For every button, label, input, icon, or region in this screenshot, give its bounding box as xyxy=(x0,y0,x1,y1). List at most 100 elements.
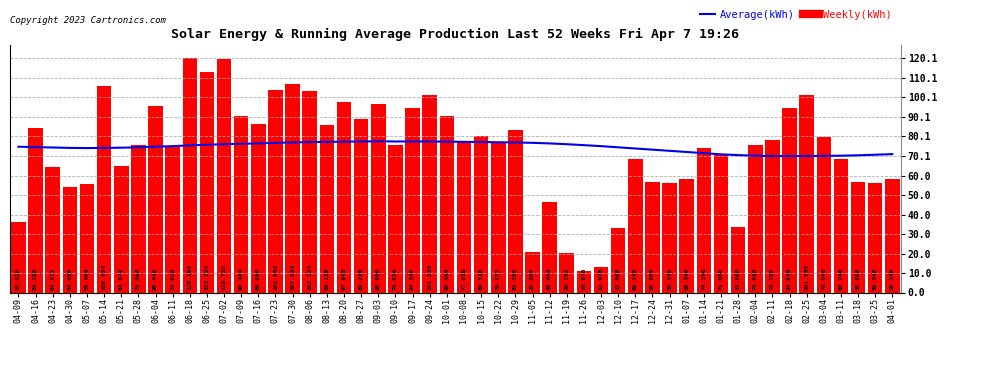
Text: 75.640: 75.640 xyxy=(752,267,757,290)
Text: 58.346: 58.346 xyxy=(684,267,689,290)
Bar xyxy=(456,141,471,292)
Text: 77.636: 77.636 xyxy=(461,267,466,290)
Text: 35.920: 35.920 xyxy=(16,267,21,290)
Bar xyxy=(526,252,540,292)
Text: 46.464: 46.464 xyxy=(547,267,552,290)
Bar xyxy=(11,222,26,292)
Bar xyxy=(251,124,265,292)
Text: 33.800: 33.800 xyxy=(736,267,741,290)
Bar xyxy=(611,228,626,292)
Text: 56.348: 56.348 xyxy=(667,267,672,290)
Text: 56.348: 56.348 xyxy=(873,267,878,290)
Bar xyxy=(200,72,214,292)
Bar xyxy=(782,108,797,292)
Text: 80.516: 80.516 xyxy=(478,267,483,290)
Bar xyxy=(268,90,283,292)
Title: Solar Energy & Running Average Production Last 52 Weeks Fri Apr 7 19:26: Solar Energy & Running Average Productio… xyxy=(171,28,740,41)
Bar xyxy=(337,102,351,292)
Bar xyxy=(714,154,729,292)
Bar xyxy=(353,118,368,292)
Text: 58.346: 58.346 xyxy=(890,267,895,290)
Text: 94.540: 94.540 xyxy=(410,267,415,290)
Text: 74.100: 74.100 xyxy=(701,267,706,290)
Text: 64.672: 64.672 xyxy=(119,267,124,290)
Bar xyxy=(148,106,162,292)
Bar xyxy=(662,183,677,292)
Bar xyxy=(165,147,180,292)
Text: 33.008: 33.008 xyxy=(616,267,621,290)
Bar xyxy=(114,166,129,292)
Bar xyxy=(748,145,762,292)
Bar xyxy=(697,148,711,292)
Text: 76.572: 76.572 xyxy=(496,267,501,290)
Bar xyxy=(371,104,385,292)
Text: 74.620: 74.620 xyxy=(170,267,175,290)
Bar xyxy=(320,124,335,292)
Bar xyxy=(850,182,865,292)
Text: 96.806: 96.806 xyxy=(376,267,381,290)
Text: Copyright 2023 Cartronics.com: Copyright 2023 Cartronics.com xyxy=(10,16,165,25)
Bar xyxy=(543,202,557,292)
Bar xyxy=(576,271,591,292)
Bar xyxy=(46,167,60,292)
Text: 113.224: 113.224 xyxy=(205,263,210,290)
Text: 90.464: 90.464 xyxy=(445,267,449,290)
Text: 75.616: 75.616 xyxy=(393,267,398,290)
Text: 71.000: 71.000 xyxy=(719,267,724,290)
Bar xyxy=(62,187,77,292)
Bar xyxy=(131,145,146,292)
Text: 97.848: 97.848 xyxy=(342,267,346,290)
Text: 84.296: 84.296 xyxy=(33,267,38,290)
Legend: Average(kWh), Weekly(kWh): Average(kWh), Weekly(kWh) xyxy=(696,6,896,24)
Text: 64.272: 64.272 xyxy=(50,267,55,290)
Bar xyxy=(303,92,317,292)
Text: 54.080: 54.080 xyxy=(67,267,72,290)
Text: 95.448: 95.448 xyxy=(153,267,158,290)
Bar xyxy=(799,94,814,292)
Bar xyxy=(765,140,780,292)
Bar xyxy=(234,116,248,292)
Bar xyxy=(29,128,43,292)
Text: 94.640: 94.640 xyxy=(787,267,792,290)
Bar xyxy=(217,59,232,292)
Text: 10.976: 10.976 xyxy=(581,267,586,290)
Bar xyxy=(440,116,454,292)
Text: 55.464: 55.464 xyxy=(84,267,89,290)
Text: 56.808: 56.808 xyxy=(855,267,860,290)
Text: 106.024: 106.024 xyxy=(102,263,107,290)
Text: 56.808: 56.808 xyxy=(650,267,655,290)
Bar xyxy=(423,94,437,292)
Bar xyxy=(559,253,574,292)
Text: 103.224: 103.224 xyxy=(307,263,312,290)
Bar xyxy=(80,184,94,292)
Bar xyxy=(508,130,523,292)
Text: 119.720: 119.720 xyxy=(222,263,227,290)
Bar xyxy=(491,143,506,292)
Text: 107.034: 107.034 xyxy=(290,263,295,290)
Bar xyxy=(628,159,643,292)
Bar xyxy=(285,84,300,292)
Bar xyxy=(885,179,900,292)
Bar xyxy=(817,137,831,292)
Text: 86.128: 86.128 xyxy=(325,267,330,290)
Bar xyxy=(868,183,882,292)
Text: 12.976: 12.976 xyxy=(599,267,604,290)
Text: 120.100: 120.100 xyxy=(187,263,192,290)
Bar xyxy=(474,136,488,292)
Bar xyxy=(834,159,848,292)
Text: 68.248: 68.248 xyxy=(839,267,843,290)
Bar xyxy=(594,267,608,292)
Text: 20.885: 20.885 xyxy=(530,267,535,290)
Text: 83.288: 83.288 xyxy=(513,267,518,290)
Text: 79.848: 79.848 xyxy=(822,267,827,290)
Bar xyxy=(731,226,745,292)
Text: 89.208: 89.208 xyxy=(358,267,363,290)
Bar xyxy=(97,86,112,292)
Text: 103.656: 103.656 xyxy=(273,263,278,290)
Bar xyxy=(388,145,403,292)
Bar xyxy=(679,179,694,292)
Text: 20.152: 20.152 xyxy=(564,267,569,290)
Bar xyxy=(405,108,420,292)
Text: 101.536: 101.536 xyxy=(428,263,433,290)
Bar xyxy=(645,182,659,292)
